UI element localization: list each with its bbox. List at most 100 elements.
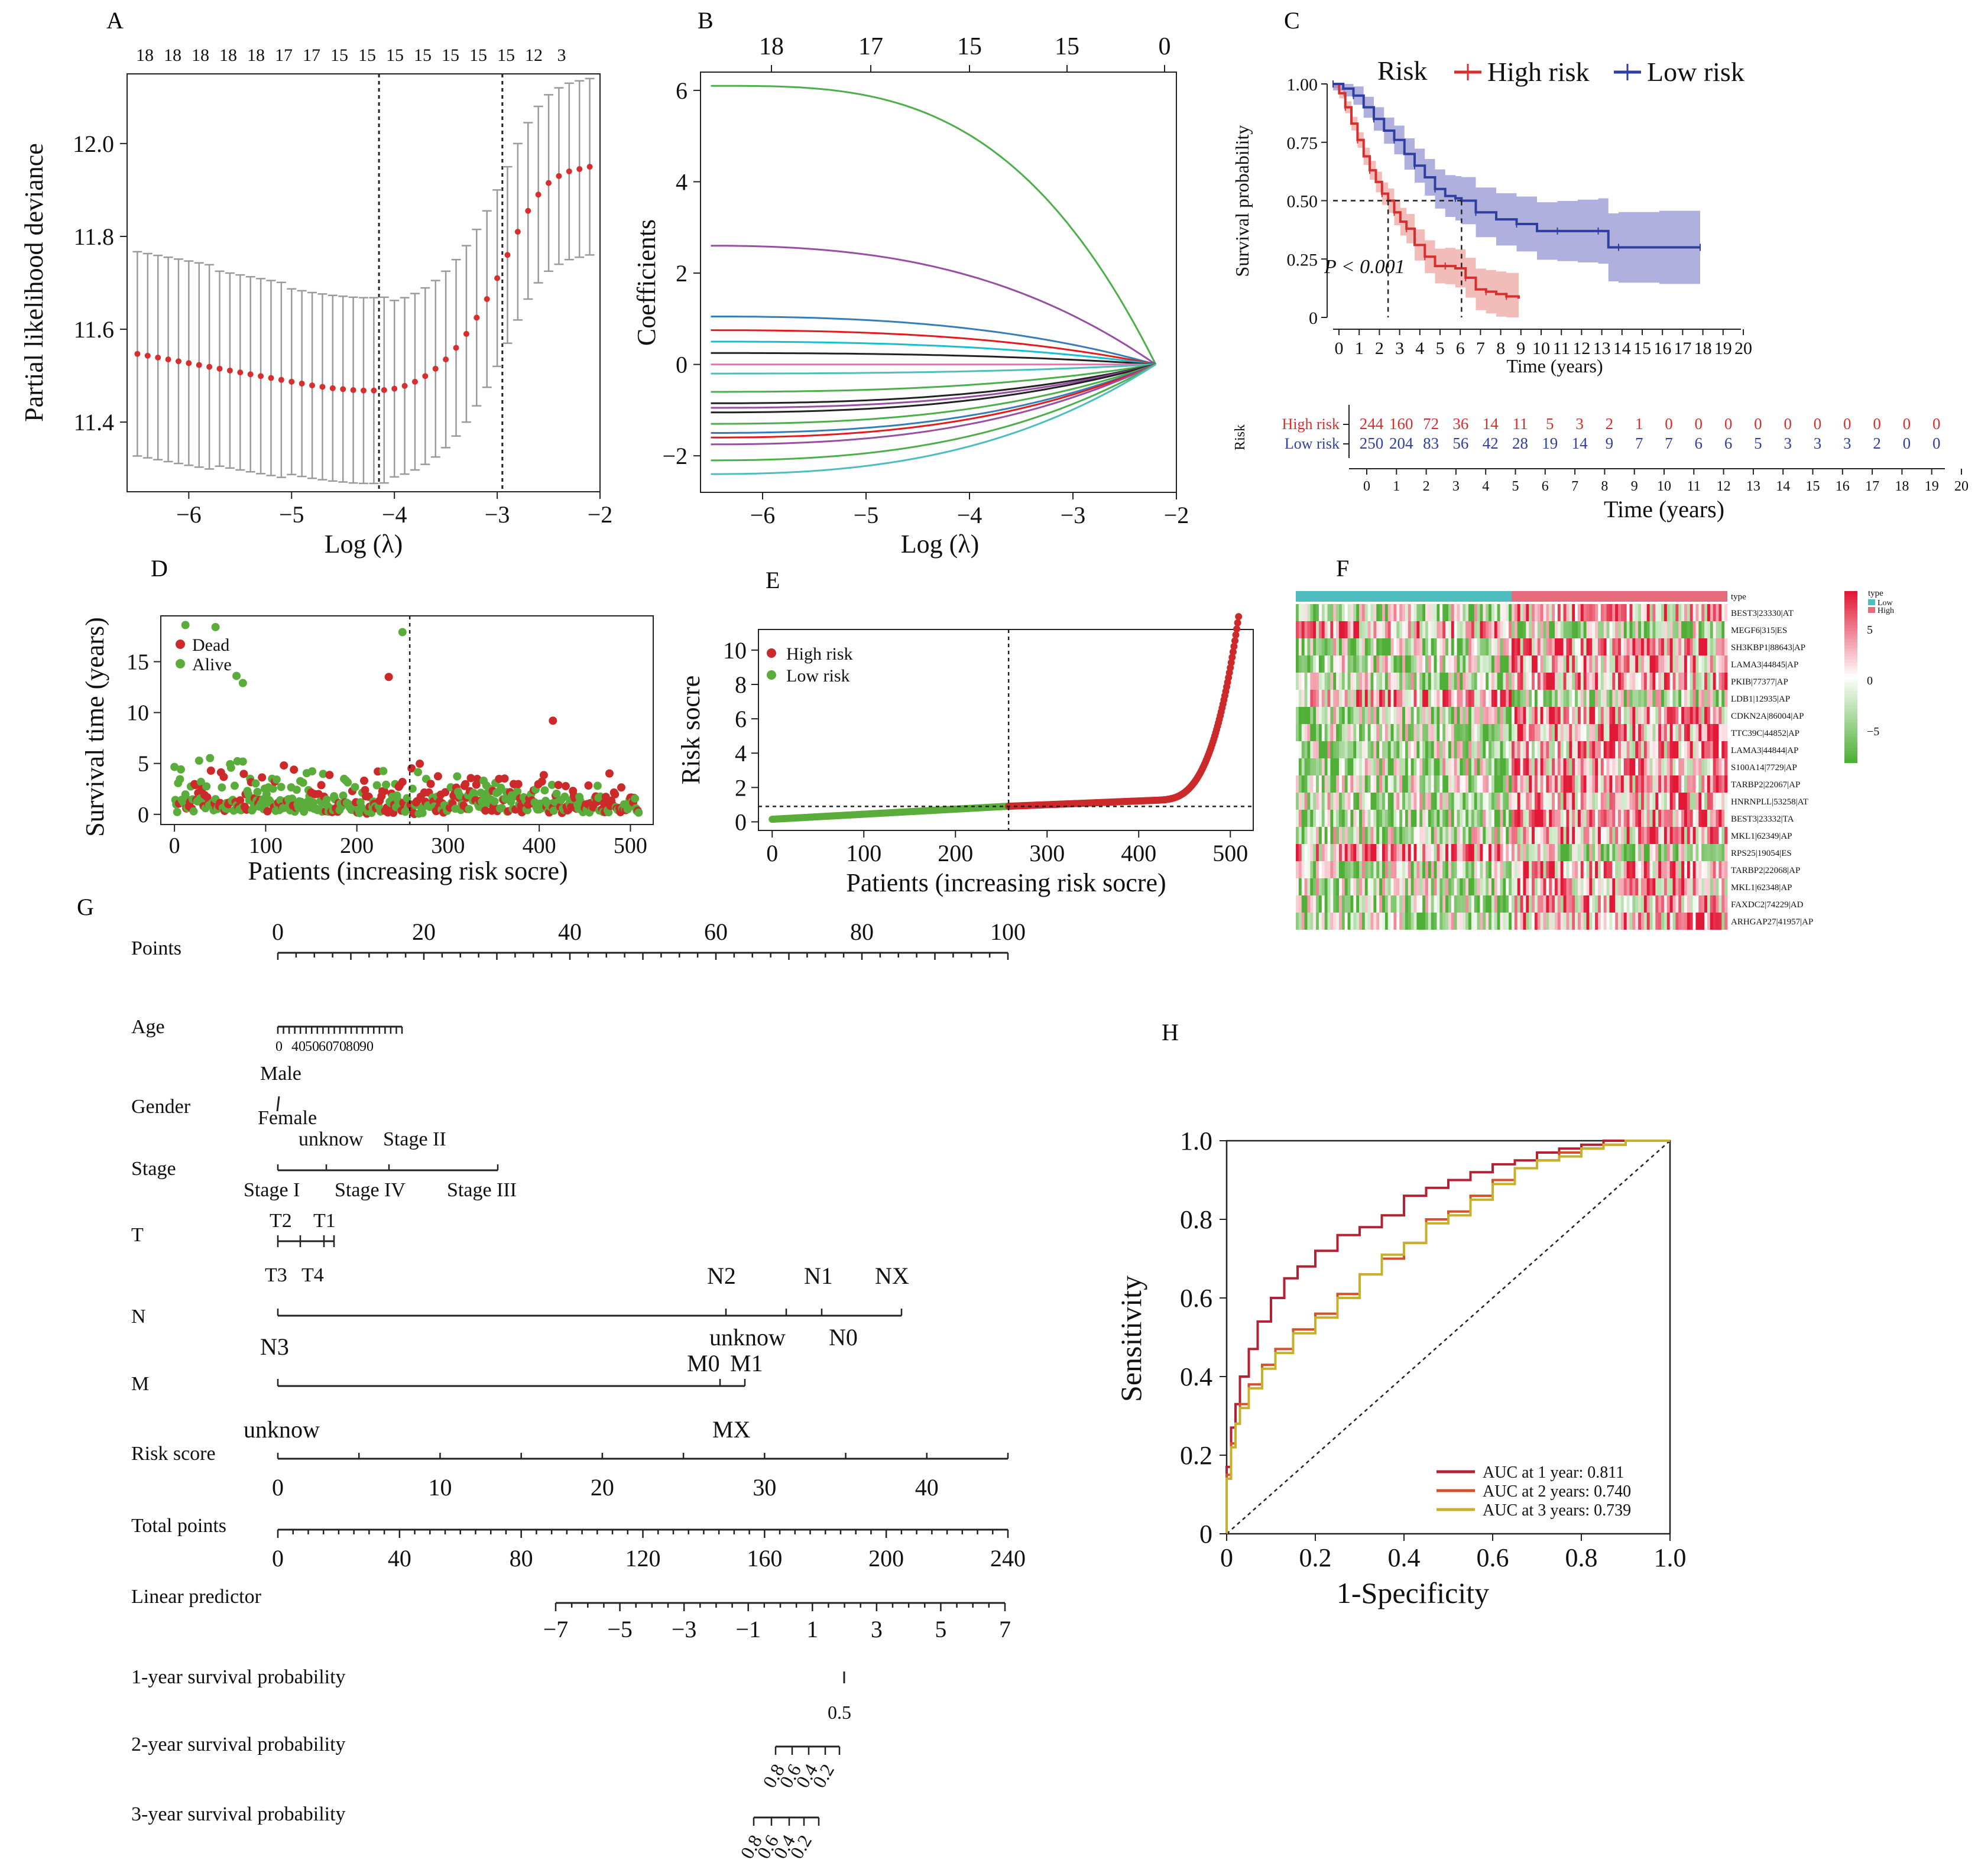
- panel-f-cell: [1598, 878, 1601, 895]
- panel-f-cell: [1301, 827, 1305, 844]
- panel-f-scale-cell: [1844, 660, 1857, 663]
- panel-f-cell: [1638, 810, 1642, 827]
- panel-f-cell: [1718, 741, 1722, 758]
- panel-f-cell: [1718, 690, 1722, 707]
- panel-f-cell: [1586, 793, 1590, 810]
- panel-f-cell: [1609, 655, 1613, 673]
- panel-f-cell: [1549, 758, 1552, 775]
- panel-c-kaplan-meier-plot: 00.250.500.751.000 1 2 3 4 5 6 7 8 9 10 11 12 13 14 15 1…: [1231, 56, 1752, 377]
- panel-f-cell: [1474, 844, 1477, 861]
- panel-f-cell: [1669, 793, 1673, 810]
- panel-f-cell: [1330, 655, 1334, 673]
- panel-f-cell: [1419, 690, 1423, 707]
- panel-d-patient-point: [258, 773, 267, 782]
- panel-f-cell: [1589, 741, 1593, 758]
- panel-f-cell: [1572, 673, 1575, 690]
- panel-f-cell: [1629, 895, 1633, 913]
- panel-f-cell: [1687, 638, 1691, 655]
- panel-f-cell: [1454, 758, 1457, 775]
- panel-f-cell: [1546, 690, 1549, 707]
- panel-a-point: [463, 330, 469, 337]
- panel-f-cell: [1413, 638, 1417, 655]
- panel-f-cell: [1410, 724, 1414, 741]
- panel-f-cell: [1370, 741, 1374, 758]
- panel-f-cell: [1523, 604, 1526, 621]
- panel-f-cell: [1474, 878, 1477, 895]
- panel-f-cell: [1666, 604, 1671, 621]
- panel-d-patient-point: [339, 791, 348, 800]
- panel-f-cell: [1704, 690, 1708, 707]
- panel-f-cell: [1566, 793, 1570, 810]
- panel-c-table-value: 0: [1873, 415, 1881, 433]
- panel-f-cell: [1672, 913, 1676, 930]
- panel-f-cell: [1439, 707, 1443, 724]
- panel-f-cell: [1549, 655, 1552, 673]
- panel-f-cell: [1557, 690, 1561, 707]
- panel-f-cell: [1635, 707, 1639, 724]
- panel-d-patient-point: [299, 778, 307, 787]
- panel-b-coefficient-path: [711, 329, 1156, 366]
- panel-f-cell: [1494, 913, 1498, 930]
- panel-f-cell: [1359, 895, 1363, 913]
- panel-f-cell: [1445, 638, 1449, 655]
- panel-f-cell: [1692, 878, 1696, 895]
- panel-f-cell: [1557, 861, 1561, 878]
- panel-f-cell: [1361, 724, 1366, 741]
- panel-f-cell: [1555, 810, 1558, 827]
- panel-f-cell: [1483, 775, 1486, 793]
- panel-f-cell: [1721, 621, 1725, 638]
- panel-f-cell: [1376, 673, 1380, 690]
- panel-c-table-x-tick-label: 0: [1363, 479, 1370, 494]
- panel-f-cell: [1442, 604, 1446, 621]
- panel-f-cell: [1471, 878, 1475, 895]
- panel-c-table-value: 2: [1606, 415, 1614, 433]
- panel-f-cell: [1321, 827, 1325, 844]
- panel-f-cell: [1460, 690, 1463, 707]
- panel-f-annotation-label: type: [1731, 592, 1746, 602]
- panel-f-cell: [1598, 673, 1601, 690]
- panel-f-cell: [1316, 793, 1319, 810]
- panel-f-cell: [1664, 758, 1668, 775]
- panel-f-cell: [1503, 758, 1506, 775]
- panel-f-cell: [1718, 810, 1722, 827]
- panel-f-cell: [1560, 861, 1564, 878]
- panel-f-cell: [1379, 861, 1383, 878]
- panel-f-scale-cell: [1844, 628, 1857, 632]
- panel-f-cell: [1675, 844, 1679, 861]
- panel-f-cell: [1661, 878, 1665, 895]
- panel-f-cell: [1379, 621, 1383, 638]
- panel-a-point: [340, 386, 346, 392]
- panel-f-cell: [1425, 775, 1429, 793]
- panel-f-cell: [1503, 638, 1506, 655]
- panel-f-cell: [1529, 793, 1532, 810]
- panel-f-cell: [1327, 621, 1331, 638]
- panel-f-cell: [1376, 604, 1380, 621]
- panel-f-cell: [1523, 673, 1526, 690]
- panel-f-cell: [1491, 621, 1495, 638]
- panel-f-cell: [1460, 741, 1463, 758]
- panel-f-cell: [1514, 861, 1518, 878]
- panel-f-cell: [1529, 673, 1532, 690]
- panel-f-cell: [1661, 861, 1665, 878]
- panel-f-cell: [1692, 655, 1696, 673]
- panel-f-cell: [1361, 810, 1366, 827]
- panel-f-cell: [1307, 638, 1311, 655]
- panel-c-table-x-axis-label: Time (years): [1604, 496, 1724, 522]
- nomogram-stage-label: unknow: [299, 1128, 364, 1150]
- panel-f-cell: [1618, 844, 1622, 861]
- panel-f-cell: [1471, 707, 1475, 724]
- panel-f-cell: [1442, 707, 1446, 724]
- panel-f-cell: [1497, 878, 1500, 895]
- panel-f-cell: [1643, 827, 1648, 844]
- panel-f-cell: [1494, 673, 1498, 690]
- panel-f-cell: [1387, 758, 1391, 775]
- panel-f-row-label: MKL1|62348|AP: [1731, 883, 1792, 892]
- panel-f-cell: [1327, 724, 1331, 741]
- panel-f-cell: [1563, 913, 1567, 930]
- panel-f-cell: [1454, 913, 1457, 930]
- panel-f-cell: [1413, 673, 1417, 690]
- panel-f-cell: [1379, 793, 1383, 810]
- panel-f-cell: [1520, 707, 1523, 724]
- panel-f-cell: [1454, 707, 1457, 724]
- panel-h-x-tick-label: 0.6: [1477, 1543, 1509, 1572]
